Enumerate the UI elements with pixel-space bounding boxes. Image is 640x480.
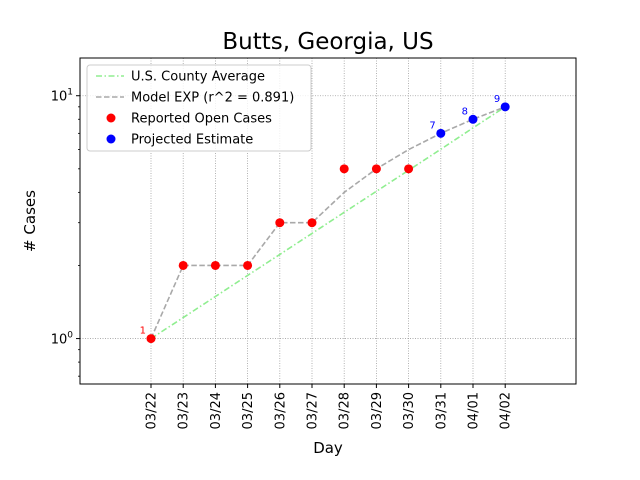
x-tick-label: 03/30 — [402, 392, 417, 429]
reported-open-cases-point — [371, 164, 381, 174]
reported-open-cases-point — [243, 260, 253, 270]
x-tick-label: 03/31 — [434, 392, 449, 429]
x-tick-label: 03/22 — [145, 392, 160, 429]
legend-box — [86, 64, 312, 152]
x-tick-label: 03/24 — [209, 392, 224, 429]
reported-open-cases-point — [339, 164, 349, 174]
x-tick-label: 04/01 — [467, 392, 482, 429]
point-label: 1 — [140, 326, 146, 337]
x-tick-label: 03/26 — [273, 392, 288, 429]
x-tick-label: 03/27 — [306, 392, 321, 429]
legend-label: Reported Open Cases — [131, 112, 272, 127]
u-s-county-average-line — [150, 106, 506, 340]
legend-marker — [106, 134, 116, 144]
projected-estimate-point — [500, 102, 510, 112]
x-tick-label: 04/02 — [499, 392, 514, 429]
projected-estimate-point — [436, 128, 446, 138]
y-axis-label: # Cases — [21, 190, 39, 252]
reported-open-cases-point — [146, 334, 156, 344]
legend-marker — [106, 113, 116, 123]
legend-label: U.S. County Average — [131, 70, 265, 85]
x-axis-label: Day — [313, 439, 343, 457]
reported-open-cases-point — [210, 260, 220, 270]
reported-open-cases-point — [178, 260, 188, 270]
legend: U.S. County Average Model EXP (r^2 = 0.89… — [86, 64, 312, 152]
y-tick-label: 101 — [51, 88, 73, 105]
reported-open-cases-point — [307, 218, 317, 228]
model-exp-r-2-0-891-line — [150, 106, 506, 339]
x-tick-label: 03/23 — [177, 392, 192, 429]
projected-estimate-point — [468, 114, 478, 124]
legend-label: Projected Estimate — [131, 133, 253, 148]
point-label: 8 — [462, 106, 468, 117]
reported-open-cases-point — [275, 218, 285, 228]
axes: 03/22 03/23 03/24 03/25 03/26 03/27 03/28 03/29… — [51, 88, 514, 430]
point-label: 7 — [429, 120, 435, 131]
x-tick-label: 03/29 — [370, 392, 385, 429]
x-tick-label: 03/28 — [338, 392, 353, 429]
y-tick-label: 100 — [51, 331, 74, 348]
point-label: 9 — [494, 94, 500, 105]
plot-frame — [79, 57, 577, 385]
x-tick-label: 03/25 — [241, 392, 256, 429]
reported-open-cases-point — [404, 164, 414, 174]
legend-label: Model EXP (r^2 = 0.891) — [131, 91, 294, 106]
chart-title: Butts, Georgia, US — [222, 29, 433, 55]
